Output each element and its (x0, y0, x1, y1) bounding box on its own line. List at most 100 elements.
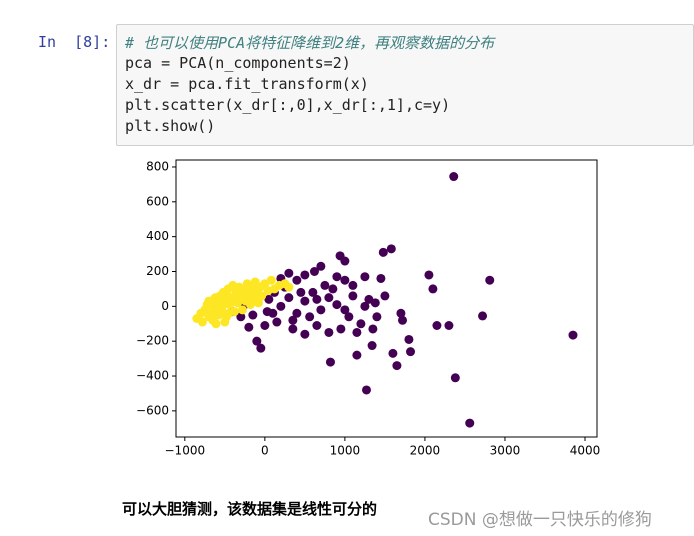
point (356, 319, 366, 329)
point (392, 361, 402, 371)
point (229, 294, 239, 304)
point (284, 268, 294, 278)
point (336, 324, 346, 334)
point (376, 273, 386, 283)
point (432, 321, 442, 331)
point (237, 305, 247, 315)
point (300, 329, 310, 339)
caption: 可以大胆猜测，该数据集是线性可分的 (122, 500, 378, 518)
code-line: pca = PCA(n_components=2) (125, 54, 351, 72)
point (257, 291, 267, 301)
point (348, 291, 358, 301)
y-tick-label: 600 (146, 194, 169, 208)
code-cell[interactable]: # 也可以使用PCA将特征降维到2维，再观察数据的分布 pca = PCA(n_… (116, 24, 694, 146)
point (288, 324, 298, 334)
point (284, 282, 294, 292)
point (220, 317, 230, 327)
point (360, 272, 370, 282)
point (253, 298, 263, 308)
point (236, 312, 246, 322)
point (380, 291, 390, 301)
point (288, 315, 298, 325)
point (264, 294, 274, 304)
point (340, 305, 350, 315)
point (320, 280, 330, 290)
point (352, 327, 362, 337)
point (360, 301, 370, 311)
point (378, 247, 388, 257)
point (424, 270, 434, 280)
y-tick-label: −400 (136, 369, 169, 383)
point (450, 373, 460, 383)
point (444, 321, 454, 331)
code-line: x_dr = pca.fit_transform(x) (125, 75, 369, 93)
point (248, 310, 258, 320)
y-tick-label: 200 (146, 264, 169, 278)
point (332, 300, 342, 310)
point (292, 275, 302, 285)
point (266, 275, 276, 285)
point (300, 270, 310, 280)
point (361, 385, 371, 395)
point (406, 347, 416, 357)
x-tick-label: 0 (261, 444, 269, 458)
point (370, 298, 380, 308)
y-tick-label: −200 (136, 334, 169, 348)
point (348, 280, 358, 290)
point (332, 272, 342, 282)
point (344, 312, 354, 322)
point (284, 293, 294, 303)
point (367, 341, 377, 351)
point (368, 324, 378, 334)
y-tick-label: 800 (146, 159, 169, 173)
point (568, 330, 578, 340)
code-line: plt.show() (125, 117, 216, 135)
point (213, 303, 223, 313)
plot-frame (175, 159, 598, 438)
code-line: # 也可以使用PCA将特征降维到2维，再观察数据的分布 (125, 34, 495, 52)
y-tick-label: 400 (146, 229, 169, 243)
point (256, 343, 266, 353)
point (340, 275, 350, 285)
point (352, 350, 362, 360)
point (325, 357, 335, 367)
point (244, 322, 254, 332)
point (296, 287, 306, 297)
point (211, 319, 221, 329)
point (485, 275, 495, 285)
point (308, 287, 318, 297)
code-line: plt.scatter(x_dr[:,0],x_dr[:,1],c=y) (125, 96, 451, 114)
point (316, 305, 326, 315)
point (478, 311, 488, 321)
point (340, 256, 350, 266)
point (300, 296, 310, 306)
point (252, 336, 262, 346)
point (386, 244, 396, 254)
point (396, 308, 406, 318)
watermark: CSDN @想做一只快乐的修狗 (428, 510, 652, 530)
point (207, 308, 217, 318)
point (449, 172, 459, 182)
point (204, 296, 214, 306)
point (262, 307, 272, 317)
point (309, 266, 319, 276)
y-tick-label: 0 (161, 299, 169, 313)
point (404, 334, 414, 344)
cell-prompt: In [8]: (38, 33, 111, 51)
point (292, 308, 302, 318)
point (305, 312, 315, 322)
point (324, 293, 334, 303)
y-tick-label: −600 (136, 403, 169, 417)
x-tick-label: −1000 (165, 444, 206, 458)
point (428, 284, 438, 294)
point (197, 317, 207, 327)
point (372, 312, 382, 322)
point (276, 301, 286, 311)
x-tick-label: 2000 (410, 444, 441, 458)
point (245, 300, 255, 310)
point (224, 308, 234, 318)
point (272, 317, 282, 327)
point (328, 284, 338, 294)
